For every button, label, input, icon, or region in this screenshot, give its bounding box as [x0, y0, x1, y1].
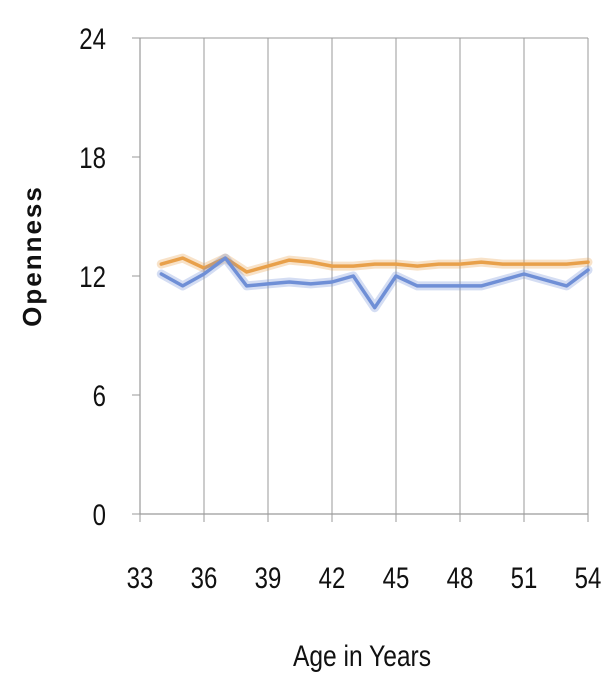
y-tick-label: 12 — [79, 259, 106, 293]
x-tick-label: 45 — [383, 560, 410, 594]
y-tick-label: 18 — [79, 140, 106, 174]
tick-labels: 0 6 12 18 24 33 36 39 42 45 48 51 54 — [79, 21, 601, 594]
gridlines — [140, 37, 589, 514]
x-tick-label: 42 — [319, 560, 346, 594]
series-line — [159, 256, 590, 310]
x-tick-label: 33 — [127, 560, 154, 594]
x-tick-label: 36 — [191, 560, 218, 594]
x-tick-label: 51 — [511, 560, 538, 594]
series-line — [159, 256, 590, 274]
x-tick-label: 54 — [575, 560, 602, 594]
x-axis-label: Age in Years — [293, 639, 431, 673]
y-tick-label: 0 — [93, 497, 106, 531]
x-tick-label: 39 — [255, 560, 282, 594]
y-axis-label: Openness — [17, 185, 47, 327]
axes — [132, 37, 589, 522]
y-tick-label: 24 — [79, 21, 106, 55]
series-lines — [156, 253, 593, 313]
x-tick-label: 48 — [447, 560, 474, 594]
y-tick-label: 6 — [93, 378, 106, 412]
